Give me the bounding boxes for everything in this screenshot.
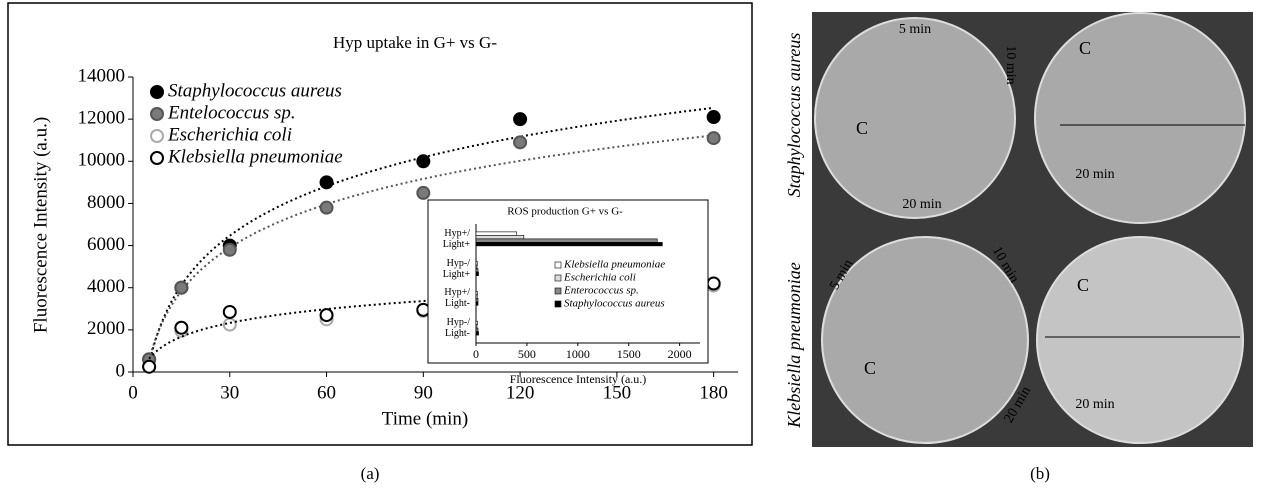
y-tick-label: Hyp-/ Light+ bbox=[426, 258, 470, 280]
legend-marker bbox=[555, 288, 561, 294]
data-point bbox=[514, 136, 526, 148]
data-point bbox=[224, 244, 236, 256]
data-point bbox=[417, 155, 429, 167]
bar bbox=[476, 328, 478, 332]
y-tick-label: 6000 bbox=[87, 234, 125, 255]
y-tick-label: Hyp+/ Light- bbox=[426, 287, 470, 309]
x-tick-label: 30 bbox=[220, 382, 239, 403]
data-point bbox=[143, 361, 155, 373]
bar bbox=[476, 325, 477, 329]
bar bbox=[476, 262, 478, 266]
y-tick-label: 10000 bbox=[78, 150, 126, 171]
legend-label: Klebsiella pneumoniae bbox=[167, 146, 343, 167]
plate-label: C bbox=[1077, 275, 1089, 295]
data-point bbox=[224, 306, 236, 318]
x-tick-label: 0 bbox=[473, 347, 479, 361]
chart: Hyp uptake in G+ vs G- Time (min) Fluore… bbox=[0, 0, 1261, 493]
data-point bbox=[708, 111, 720, 123]
legend-label: Klebsiella pneumoniae bbox=[563, 259, 665, 271]
legend-marker bbox=[555, 301, 561, 307]
bar bbox=[476, 239, 657, 243]
legend-marker bbox=[555, 275, 561, 281]
legend-marker bbox=[151, 152, 163, 164]
y-tick-label: 8000 bbox=[87, 192, 125, 213]
legend-label: Staphylococcus aureus bbox=[564, 298, 665, 310]
bar bbox=[476, 332, 479, 336]
y-tick-label: 12000 bbox=[78, 108, 126, 129]
data-point bbox=[708, 132, 720, 144]
inset-title: ROS production G+ vs G- bbox=[507, 206, 623, 218]
bar bbox=[476, 291, 478, 295]
y-tick-label: 14000 bbox=[78, 65, 126, 86]
data-point bbox=[321, 176, 333, 188]
legend-label: Entelococcus sp. bbox=[167, 102, 296, 123]
plate-label: 20 min bbox=[1075, 397, 1114, 412]
y-tick-label: 0 bbox=[116, 360, 126, 381]
plate-label: 20 min bbox=[1075, 167, 1114, 182]
panel-label: (b) bbox=[1030, 464, 1050, 483]
y-axis-label: Fluorescence Intensity (a.u.) bbox=[30, 117, 51, 333]
legend-marker bbox=[151, 130, 163, 142]
data-point bbox=[514, 113, 526, 125]
legend-label: Enterococcus sp. bbox=[563, 285, 639, 297]
y-tick-label: 4000 bbox=[87, 276, 125, 297]
bar bbox=[476, 265, 477, 269]
data-point bbox=[175, 322, 187, 334]
legend-label: Escherichia coli bbox=[167, 124, 292, 145]
plate bbox=[815, 18, 1015, 218]
chart-title: Hyp uptake in G+ vs G- bbox=[333, 33, 497, 52]
bar bbox=[476, 272, 479, 276]
legend-label: Escherichia coli bbox=[563, 272, 636, 284]
plate bbox=[1035, 13, 1245, 223]
inset-x-label: Fluorescence Intensity (a.u.) bbox=[510, 372, 647, 386]
row-label: Klebsiella pneumoniae bbox=[784, 262, 804, 428]
x-tick-label: 0 bbox=[128, 382, 138, 403]
data-point bbox=[417, 187, 429, 199]
bar bbox=[476, 295, 477, 299]
x-axis-label: Time (min) bbox=[382, 408, 468, 429]
y-tick-label: 2000 bbox=[87, 318, 125, 339]
x-tick-label: 180 bbox=[699, 382, 728, 403]
row-label: Staphylococcus aureus bbox=[784, 33, 804, 198]
bar bbox=[476, 269, 478, 273]
x-tick-label: 1000 bbox=[566, 347, 590, 361]
bar bbox=[476, 298, 478, 302]
data-point bbox=[708, 278, 720, 290]
plate-label: C bbox=[864, 358, 876, 378]
panel-label: (a) bbox=[361, 464, 380, 483]
plate-label: C bbox=[856, 118, 868, 138]
plate-label: 10 min bbox=[1003, 45, 1018, 84]
x-tick-label: 60 bbox=[317, 382, 336, 403]
data-point bbox=[175, 282, 187, 294]
x-tick-label: 2000 bbox=[668, 347, 692, 361]
plate-label: 20 min bbox=[902, 197, 941, 212]
plate bbox=[1037, 237, 1243, 443]
legend-marker bbox=[151, 86, 163, 98]
bar bbox=[476, 235, 524, 239]
legend-marker bbox=[555, 262, 561, 268]
plate-label: C bbox=[1079, 38, 1091, 58]
bar bbox=[476, 232, 517, 236]
data-point bbox=[321, 309, 333, 321]
bar bbox=[476, 321, 478, 325]
bar bbox=[476, 302, 478, 306]
y-tick-label: Hyp+/ Light+ bbox=[426, 228, 470, 250]
x-tick-label: 1500 bbox=[617, 347, 641, 361]
x-tick-label: 500 bbox=[518, 347, 536, 361]
x-tick-label: 90 bbox=[414, 382, 433, 403]
plate-label: 5 min bbox=[899, 22, 931, 37]
figure: Hyp uptake in G+ vs G- Time (min) Fluore… bbox=[0, 0, 1261, 493]
bar bbox=[476, 242, 662, 246]
legend-label: Staphylococcus aureus bbox=[168, 80, 342, 101]
data-point bbox=[321, 202, 333, 214]
y-tick-label: Hyp-/ Light- bbox=[426, 317, 470, 339]
legend-marker bbox=[151, 108, 163, 120]
